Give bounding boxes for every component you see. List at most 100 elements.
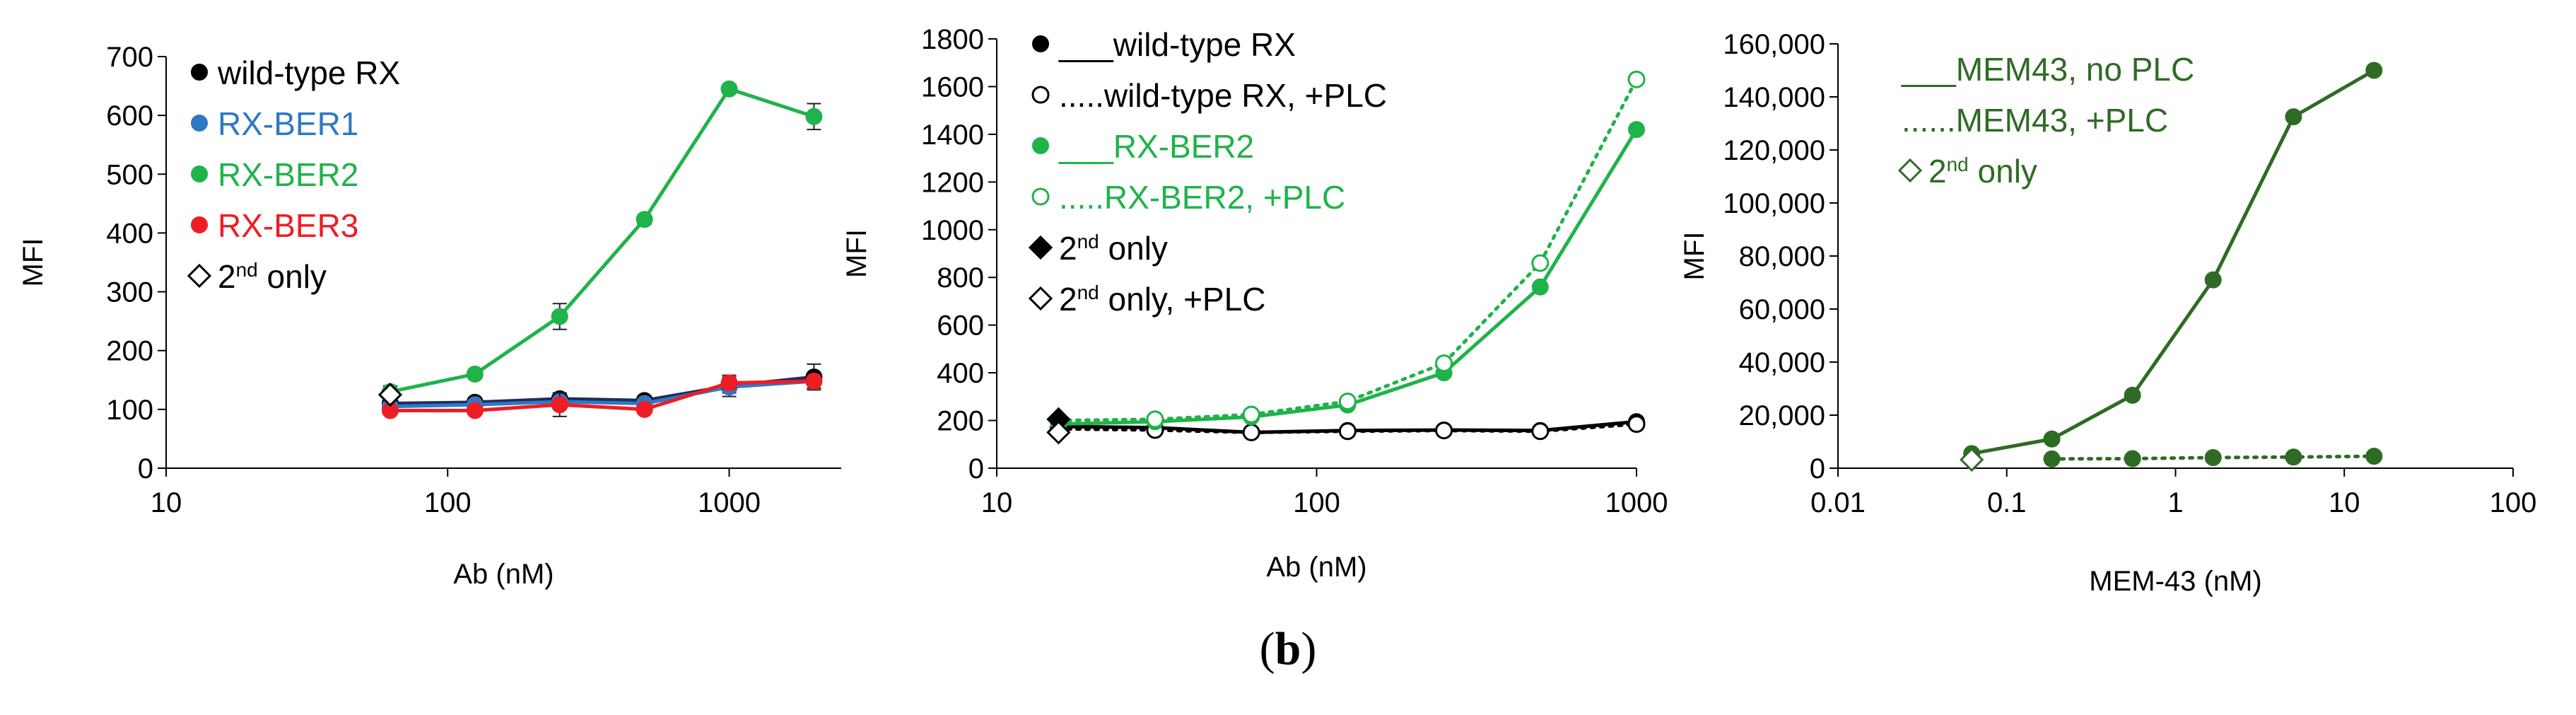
y-tick-label: 1200 [921, 167, 984, 198]
y-tick-label: 200 [106, 336, 153, 367]
rx-ber1-line [390, 379, 814, 409]
series-2nd-only-plc [1046, 420, 1071, 445]
series-rx-ber2 [381, 80, 823, 400]
mem43-no-plc-point-3 [2204, 271, 2222, 289]
x-tick-label: 0.1 [1987, 487, 2027, 518]
y-tick-label: 1800 [921, 24, 984, 55]
rx-ber2-line [390, 87, 815, 394]
y-tick-label: 1600 [921, 71, 984, 103]
rx-ber2-point-5 [1531, 278, 1549, 296]
y-tick-label: 100,000 [1723, 188, 1825, 219]
x-tick-label: 1 [2167, 487, 2183, 518]
legend-marker-2nd-only [1897, 158, 1923, 183]
y-tick-label: 1000 [921, 215, 984, 246]
mem43-no-plc-point-5 [2365, 62, 2383, 79]
rx-ber2-plc-point-5 [1531, 254, 1550, 272]
legend-marker-rx-ber2 [191, 165, 208, 182]
legend-marker-2nd-only-plc [1028, 286, 1053, 311]
chart-panel-3: 0 20,000 40,000 60,000 80,000 100,000 120,000 1… [1679, 29, 2536, 597]
figure-caption: (b) [0, 622, 2576, 676]
y-tick-label: 400 [937, 358, 984, 389]
rx-ber2-plc-point-2 [1242, 405, 1260, 424]
mem43-plc-point-1 [2124, 450, 2141, 467]
legend-label-mem43-no-plc: ___MEM43, no PLC [1901, 51, 2194, 88]
legend-marker-rx-ber3 [191, 216, 208, 233]
rx-ber2-point-4 [720, 80, 738, 98]
y-tick-label: 120,000 [1723, 135, 1825, 166]
y-tick-label: 40,000 [1739, 347, 1825, 378]
legend-label-2nd-only: 2nd only [1059, 230, 1168, 267]
series-mem43-no-plc [1963, 62, 2383, 463]
rx-ber2-plc-point-3 [1338, 393, 1357, 411]
rx-ber3-point-4 [720, 374, 738, 392]
legend-label-2nd-only: 2nd only [218, 258, 327, 295]
y-tick-label: 60,000 [1739, 294, 1825, 325]
wild-type-rx-plc-point-3 [1338, 422, 1357, 441]
legend: ___wild-type RX .....wild-type RX, +PLC __… [1028, 26, 1387, 318]
y-axis-label: MFI [18, 238, 49, 287]
legend-marker-rx-ber2-plc [1031, 187, 1050, 206]
y-tick-label: 1400 [921, 120, 984, 151]
wild-type-rx-plc-point-4 [1435, 422, 1453, 440]
x-tick-label: 1000 [698, 487, 761, 518]
rx-ber3-line [390, 379, 814, 413]
legend-label-wild-type-rx-plc: .....wild-type RX, +PLC [1059, 77, 1387, 114]
x-axis-label: Ab (nM) [453, 559, 554, 590]
mem43-plc-point-4 [2365, 448, 2383, 465]
y-tick-label: 140,000 [1723, 82, 1825, 113]
legend-marker-2nd-only [187, 263, 212, 289]
legend: wild-type RX RX-BER1 RX-BER2 RX-BER3 2nd onl… [187, 54, 400, 295]
caption-open: ( [1259, 623, 1275, 675]
caption-letter: b [1275, 623, 1301, 675]
y-tick-label: 100 [106, 395, 153, 426]
legend-label-mem43-plc: ......MEM43, +PLC [1902, 102, 2168, 139]
rx-ber2-point-5 [805, 107, 823, 125]
2nd-only-point-0 [1960, 447, 1984, 472]
legend-label-rx-ber2: RX-BER2 [218, 156, 358, 193]
chart-panel-1: 0 100 200 300 400 500 600 700 10 100 1000 Ab (nM) MF… [18, 42, 841, 590]
legend-label-2nd-only-plc: 2nd only, +PLC [1059, 281, 1265, 318]
rx-ber3-point-2 [551, 396, 568, 414]
rx-ber2-point-2 [551, 308, 568, 325]
series-2nd-only [377, 382, 403, 407]
legend: ___MEM43, no PLC ......MEM43, +PLC 2nd onl… [1897, 51, 2194, 190]
y-tick-label: 200 [937, 406, 984, 437]
y-tick-label: 600 [937, 310, 984, 342]
x-tick-label: 0.01 [1810, 487, 1866, 518]
y-tick-label: 500 [106, 159, 153, 190]
series-mem43-plc [2043, 448, 2383, 467]
x-tick-label: 100 [2490, 487, 2537, 518]
y-tick-label: 800 [937, 262, 984, 293]
series-2nd-only [1960, 447, 1984, 472]
wild-type-rx-plc-point-2 [1242, 423, 1260, 441]
mem43-no-plc-point-4 [2285, 108, 2302, 126]
rx-ber2-point-1 [466, 365, 484, 383]
rx-ber3-point-1 [466, 402, 484, 419]
x-tick-label: 100 [1293, 487, 1340, 518]
y-tick-label: 80,000 [1739, 241, 1825, 272]
mem43-plc-point-2 [2204, 449, 2222, 466]
y-axis-label: MFI [841, 229, 872, 278]
legend-label-rx-ber2-plc: .....RX-BER2, +PLC [1059, 179, 1345, 216]
y-tick-label: 700 [106, 42, 153, 73]
2nd-only-point-0 [377, 382, 403, 407]
2nd-only-plc-point-0 [1046, 420, 1071, 445]
legend-label-rx-ber3: RX-BER3 [218, 207, 358, 244]
series-rx-ber3 [381, 372, 823, 419]
y-axis-label: MFI [1679, 232, 1710, 281]
mem43-no-plc-point-1 [2043, 430, 2061, 448]
series-rx-ber2 [1050, 121, 1645, 433]
caption-close: ) [1301, 623, 1317, 675]
legend-marker-rx-ber2 [1032, 137, 1049, 154]
chart-panel-2: 0 200 400 600 800 1000 1200 1400 1600 1800 10 100 10… [841, 24, 1668, 583]
wild-type-rx-plc-point-6 [1627, 415, 1646, 434]
rx-ber2-plc-point-4 [1435, 354, 1453, 373]
x-tick-label: 10 [2329, 487, 2360, 518]
legend-label-2nd-only: 2nd only [1928, 153, 2037, 190]
wild-type-rx-plc-point-5 [1531, 422, 1550, 441]
y-tick-label: 20,000 [1739, 400, 1825, 431]
mem43-no-plc-point-2 [2124, 386, 2141, 404]
x-tick-label: 10 [981, 487, 1013, 518]
x-axis-label: Ab (nM) [1266, 552, 1366, 583]
